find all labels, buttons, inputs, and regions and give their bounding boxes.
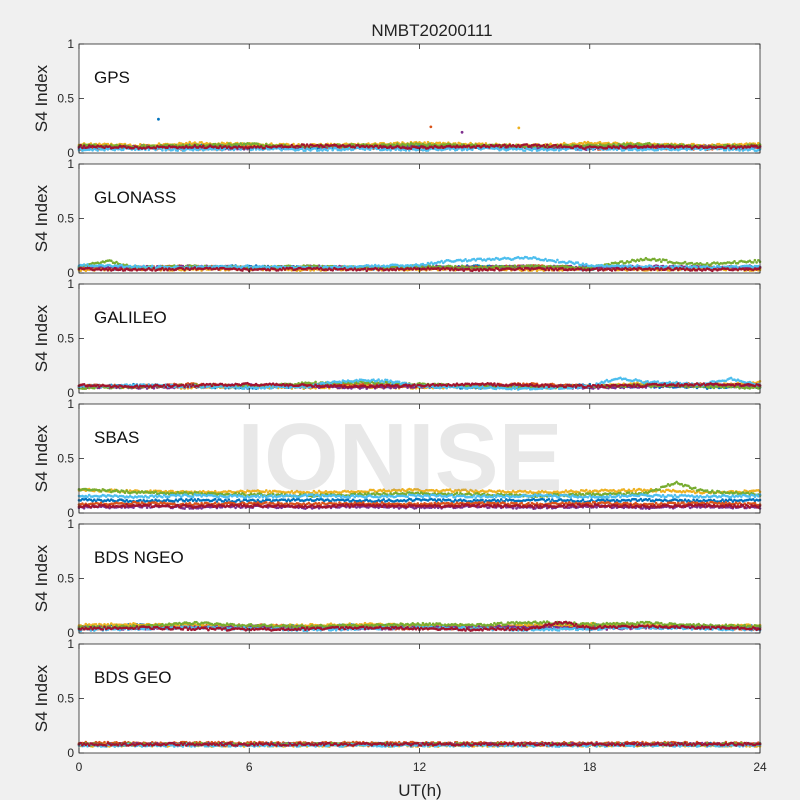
data-point bbox=[753, 258, 757, 262]
data-point bbox=[82, 263, 86, 266]
y-tick-label: 0.5 bbox=[57, 92, 74, 106]
figure-title: NMBT20200111 bbox=[371, 21, 492, 40]
data-point bbox=[110, 259, 113, 263]
series-group bbox=[77, 117, 762, 152]
y-axis-label: S4 Index bbox=[32, 64, 51, 132]
data-point bbox=[176, 149, 179, 152]
plot-area bbox=[79, 164, 760, 273]
data-point bbox=[525, 143, 529, 146]
data-point bbox=[454, 264, 457, 268]
data-point bbox=[738, 149, 741, 152]
data-point bbox=[314, 147, 317, 150]
data-point bbox=[523, 149, 527, 152]
data-point bbox=[329, 146, 333, 150]
data-point bbox=[299, 145, 302, 148]
data-point bbox=[554, 143, 557, 147]
data-point bbox=[660, 260, 663, 264]
data-point bbox=[263, 146, 266, 150]
data-point bbox=[591, 148, 595, 151]
data-point bbox=[488, 146, 491, 149]
data-point bbox=[409, 147, 413, 150]
data-point bbox=[617, 146, 620, 150]
data-point bbox=[534, 147, 537, 150]
data-point bbox=[755, 261, 758, 264]
data-point bbox=[751, 261, 755, 264]
data-point bbox=[683, 260, 687, 264]
outlier-point bbox=[429, 125, 433, 129]
plot-area bbox=[79, 44, 760, 153]
data-point bbox=[665, 258, 668, 262]
outlier-point bbox=[517, 126, 521, 130]
data-point bbox=[79, 144, 82, 147]
data-point bbox=[658, 258, 661, 261]
y-tick-label: 1 bbox=[67, 37, 74, 51]
constellation-label: GPS bbox=[94, 68, 130, 87]
data-point bbox=[530, 264, 534, 267]
data-point bbox=[96, 149, 99, 152]
data-point bbox=[202, 144, 205, 148]
data-point bbox=[724, 148, 728, 152]
data-point bbox=[544, 145, 547, 149]
data-point bbox=[728, 144, 731, 148]
data-point bbox=[246, 264, 249, 267]
data-point bbox=[733, 260, 736, 263]
data-point bbox=[375, 144, 379, 148]
data-point bbox=[326, 149, 329, 152]
data-point bbox=[353, 146, 357, 149]
data-point bbox=[471, 148, 474, 152]
outlier-point bbox=[460, 130, 464, 134]
data-point bbox=[161, 149, 164, 152]
outlier-point bbox=[157, 117, 160, 121]
data-point bbox=[574, 148, 578, 151]
data-point bbox=[513, 264, 517, 268]
data-point bbox=[545, 143, 549, 147]
data-point bbox=[322, 145, 326, 148]
data-point bbox=[193, 144, 197, 147]
data-point bbox=[408, 144, 411, 147]
